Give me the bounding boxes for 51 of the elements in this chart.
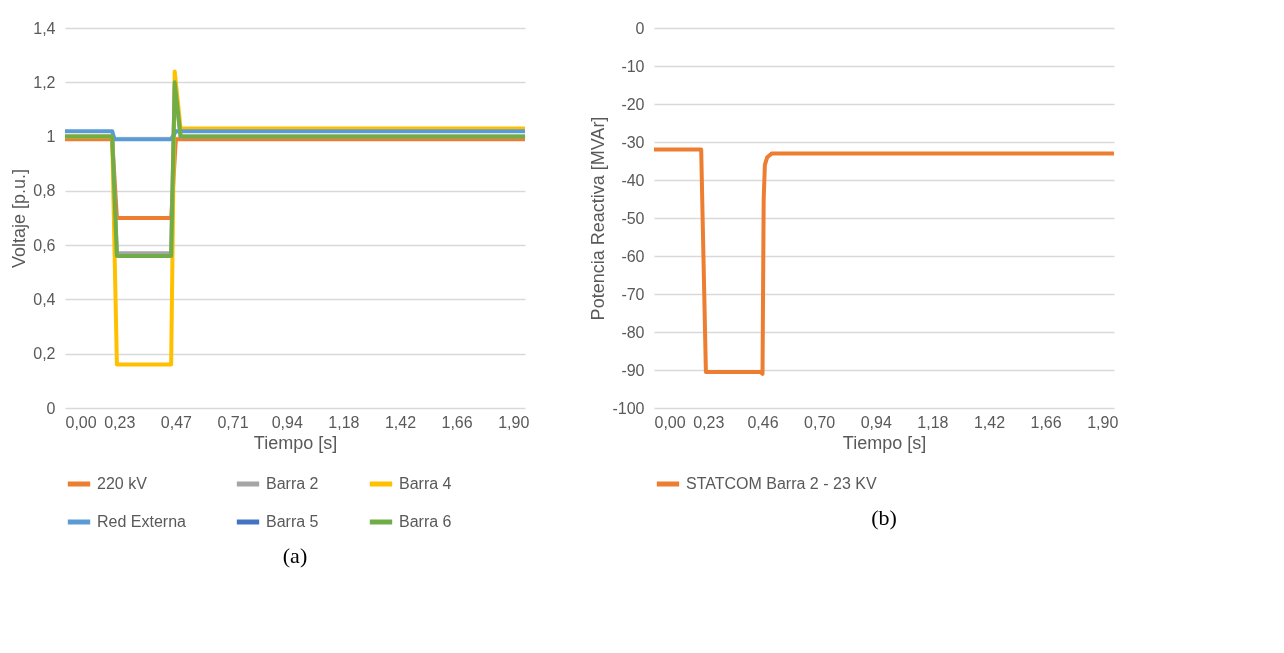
x-tick-label: 1,90 [498, 413, 530, 431]
y-tick-label: -70 [621, 285, 645, 303]
legend-label: Red Externa [97, 513, 187, 530]
x-tick-label: 1,18 [917, 413, 949, 431]
y-tick-label: 0,6 [33, 236, 56, 254]
line-series [654, 147, 1114, 376]
y-tick-label: 0,2 [33, 345, 56, 363]
x-tick-label: 0,00 [654, 413, 686, 431]
x-tick-label: 1,18 [328, 413, 360, 431]
y-tick-label: 1,4 [33, 19, 56, 37]
x-tick-label: 1,42 [384, 413, 417, 431]
x-tick-label: 0,94 [271, 413, 303, 431]
y-tick-label: -90 [621, 361, 645, 379]
y-tick-label: 0,8 [33, 182, 56, 200]
y-tick-label: -60 [621, 247, 645, 265]
legend-label: Barra 2 [266, 475, 319, 492]
x-tick-label: 1,90 [1087, 413, 1119, 431]
x-tick-label: 0,46 [747, 413, 779, 431]
x-axis-title: Tiempo [s] [842, 432, 927, 453]
x-tick-label: 0,23 [104, 413, 136, 431]
legend-label: Barra 4 [399, 475, 452, 492]
y-tick-label: -20 [621, 95, 645, 113]
y-tick-label: -30 [621, 133, 645, 151]
x-tick-label: 1,66 [441, 413, 473, 431]
legend-label: Barra 5 [266, 513, 319, 530]
text: (b) [871, 505, 897, 530]
text: (a) [282, 543, 308, 568]
y-tick-label: -100 [612, 399, 645, 417]
y-tick-label: 0 [635, 19, 645, 37]
y-tick-label: -50 [621, 209, 645, 227]
y-tick-label: 1 [46, 128, 56, 146]
legend-label: 220 kV [97, 475, 148, 492]
legend-label: Barra 6 [399, 513, 452, 530]
y-tick-label: -40 [621, 171, 645, 189]
y-tick-label: 1,2 [33, 73, 56, 91]
x-tick-label: 0,23 [693, 413, 725, 431]
y-axis-title: Voltaje [p.u.] [9, 168, 30, 269]
x-tick-label: 0,71 [217, 413, 249, 431]
x-tick-label: 0,94 [860, 413, 892, 431]
y-tick-label: 0 [46, 399, 56, 417]
x-tick-label: 1,42 [973, 413, 1006, 431]
y-tick-label: -10 [621, 57, 645, 75]
x-tick-label: 0,00 [65, 413, 97, 431]
legend-label: STATCOM Barra 2 - 23 KV [686, 475, 877, 492]
x-tick-label: 1,66 [1030, 413, 1062, 431]
y-tick-label: -80 [621, 323, 645, 341]
x-tick-label: 0,70 [804, 413, 836, 431]
x-axis-title: Tiempo [s] [253, 432, 338, 453]
y-tick-label: 0,4 [33, 290, 56, 308]
y-axis-title: Potencia Reactiva [MVAr] [588, 116, 609, 321]
x-tick-label: 0,47 [160, 413, 193, 431]
